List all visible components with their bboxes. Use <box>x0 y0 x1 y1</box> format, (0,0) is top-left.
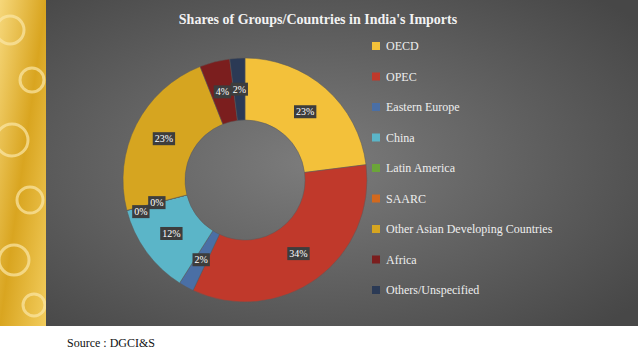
legend-swatch <box>372 225 380 233</box>
legend-swatch <box>372 73 380 81</box>
donut <box>123 58 367 302</box>
data-label: 34% <box>287 247 309 260</box>
data-label-text: 34% <box>289 248 307 259</box>
decor-ring <box>23 294 45 316</box>
data-label: 23% <box>294 105 316 118</box>
legend-swatch <box>372 134 380 142</box>
slice <box>230 58 245 120</box>
label-box <box>214 85 231 98</box>
legend-label: OPEC <box>386 70 417 84</box>
label-box <box>148 196 165 209</box>
label-box <box>294 105 316 118</box>
data-label-text: 4% <box>216 86 229 97</box>
legend-swatch <box>372 103 380 111</box>
legend-label: OECD <box>386 39 419 53</box>
legend-swatch <box>372 42 380 50</box>
data-label-text: 0% <box>134 206 147 217</box>
decor <box>0 16 45 316</box>
legend-label: Others/Unspecified <box>386 283 479 297</box>
title: Shares of Groups/Countries in India's Im… <box>179 12 458 27</box>
decor-ring <box>0 124 28 156</box>
panel <box>46 0 638 326</box>
legend-label: Eastern Europe <box>386 100 460 114</box>
data-label: 23% <box>153 132 175 145</box>
chart: Shares of Groups/Countries in India's Im… <box>0 0 638 359</box>
data-label-text: 12% <box>162 228 180 239</box>
data-label-text: 2% <box>194 254 207 265</box>
background <box>0 0 638 359</box>
decor-strip <box>0 0 46 326</box>
legend: OECD OPEC Eastern Europe China Latin America… <box>372 39 553 297</box>
slice <box>193 165 367 302</box>
legend-label: Other Asian Developing Countries <box>386 222 553 236</box>
label-box <box>160 227 182 240</box>
legend-swatch <box>372 164 380 172</box>
slice <box>245 58 366 172</box>
legend-label: Africa <box>386 253 417 267</box>
label-box <box>132 205 149 218</box>
label-box <box>231 83 248 96</box>
data-label-text: 23% <box>155 133 173 144</box>
decor-ring <box>17 187 43 213</box>
label-box <box>192 253 209 266</box>
decor-ring <box>20 68 44 92</box>
data-labels: 23% 34% 2% 12% 0%0% 23% 4% 2% <box>132 83 316 267</box>
slice <box>127 195 213 283</box>
data-label-text: 2% <box>233 84 246 95</box>
label-box <box>153 132 175 145</box>
decor-ring <box>0 16 24 44</box>
data-label: 0% <box>148 196 165 209</box>
data-label: 0% <box>132 205 149 218</box>
data-label: 12% <box>160 227 182 240</box>
legend-swatch <box>372 256 380 264</box>
legend-swatch <box>372 286 380 294</box>
legend-label: Latin America <box>386 161 456 175</box>
data-label: 2% <box>192 253 209 266</box>
data-label: 4% <box>214 85 231 98</box>
legend-label: China <box>386 131 415 145</box>
legend-label: SAARC <box>386 192 426 206</box>
source: Source : DGCI&S <box>67 336 155 350</box>
decor-ring <box>0 245 29 275</box>
data-label-text: 0% <box>150 197 163 208</box>
label-box <box>287 247 309 260</box>
data-label-text: 23% <box>296 106 314 117</box>
legend-swatch <box>372 195 380 203</box>
data-label: 2% <box>231 83 248 96</box>
slice <box>123 67 223 211</box>
